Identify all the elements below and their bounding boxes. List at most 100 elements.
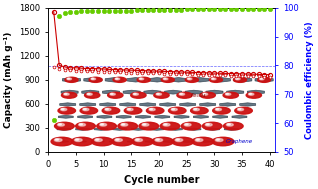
Polygon shape xyxy=(57,128,71,130)
Ellipse shape xyxy=(188,78,190,79)
Ellipse shape xyxy=(87,93,92,95)
Polygon shape xyxy=(200,103,216,106)
Polygon shape xyxy=(255,77,273,82)
Ellipse shape xyxy=(172,109,175,110)
Ellipse shape xyxy=(146,107,164,114)
Polygon shape xyxy=(212,77,231,82)
Ellipse shape xyxy=(179,93,184,95)
Ellipse shape xyxy=(140,78,142,79)
Ellipse shape xyxy=(187,78,192,80)
Polygon shape xyxy=(100,103,116,106)
Ellipse shape xyxy=(61,109,64,110)
Ellipse shape xyxy=(74,139,82,142)
Ellipse shape xyxy=(67,78,72,80)
Polygon shape xyxy=(145,141,158,142)
Ellipse shape xyxy=(157,93,159,94)
Ellipse shape xyxy=(96,139,99,140)
Ellipse shape xyxy=(65,93,67,94)
Ellipse shape xyxy=(202,122,222,130)
Ellipse shape xyxy=(139,78,144,80)
Ellipse shape xyxy=(76,122,95,130)
X-axis label: Cycle number: Cycle number xyxy=(124,175,199,185)
Ellipse shape xyxy=(115,139,122,142)
Polygon shape xyxy=(84,77,102,82)
Ellipse shape xyxy=(209,77,223,82)
Ellipse shape xyxy=(205,123,212,126)
Ellipse shape xyxy=(79,123,86,126)
Ellipse shape xyxy=(149,108,155,111)
Ellipse shape xyxy=(163,123,170,126)
Ellipse shape xyxy=(122,124,125,125)
Ellipse shape xyxy=(223,92,238,98)
Ellipse shape xyxy=(224,122,243,130)
Ellipse shape xyxy=(152,137,174,146)
Polygon shape xyxy=(78,115,93,118)
Ellipse shape xyxy=(58,107,75,114)
Ellipse shape xyxy=(194,109,197,110)
Ellipse shape xyxy=(55,122,74,130)
Ellipse shape xyxy=(80,107,98,114)
Polygon shape xyxy=(58,115,73,118)
Polygon shape xyxy=(185,90,202,94)
Ellipse shape xyxy=(171,108,177,111)
Ellipse shape xyxy=(181,122,201,130)
Ellipse shape xyxy=(150,109,153,110)
Polygon shape xyxy=(109,141,122,142)
Polygon shape xyxy=(247,90,265,94)
Ellipse shape xyxy=(180,93,182,94)
Ellipse shape xyxy=(238,109,241,110)
Ellipse shape xyxy=(134,93,136,94)
Ellipse shape xyxy=(226,93,228,94)
Polygon shape xyxy=(240,103,256,106)
Ellipse shape xyxy=(215,139,223,142)
Ellipse shape xyxy=(58,123,64,126)
Ellipse shape xyxy=(92,78,93,79)
Ellipse shape xyxy=(85,92,100,98)
Ellipse shape xyxy=(196,139,200,140)
Ellipse shape xyxy=(64,93,69,95)
Polygon shape xyxy=(227,90,244,94)
Polygon shape xyxy=(94,128,108,130)
Ellipse shape xyxy=(164,78,166,79)
Ellipse shape xyxy=(212,137,234,146)
Ellipse shape xyxy=(83,108,89,111)
Text: Fe₃O₄: Fe₃O₄ xyxy=(191,93,207,98)
Ellipse shape xyxy=(88,93,90,94)
Polygon shape xyxy=(160,103,176,106)
Ellipse shape xyxy=(156,139,159,140)
Ellipse shape xyxy=(235,78,240,80)
Ellipse shape xyxy=(102,107,120,114)
Polygon shape xyxy=(155,115,170,118)
Polygon shape xyxy=(123,90,140,94)
Ellipse shape xyxy=(192,137,214,146)
Ellipse shape xyxy=(136,139,139,140)
Ellipse shape xyxy=(51,137,73,146)
Ellipse shape xyxy=(202,93,208,95)
Ellipse shape xyxy=(113,77,126,82)
Polygon shape xyxy=(105,77,123,82)
Ellipse shape xyxy=(163,78,168,80)
Polygon shape xyxy=(169,128,182,130)
Ellipse shape xyxy=(135,139,142,142)
Ellipse shape xyxy=(172,137,194,146)
Ellipse shape xyxy=(216,109,219,110)
Ellipse shape xyxy=(128,109,130,110)
Ellipse shape xyxy=(206,124,209,125)
Ellipse shape xyxy=(259,78,264,80)
Ellipse shape xyxy=(176,139,179,140)
Ellipse shape xyxy=(260,78,262,79)
Ellipse shape xyxy=(84,109,86,110)
Ellipse shape xyxy=(139,122,159,130)
Ellipse shape xyxy=(100,123,107,126)
Ellipse shape xyxy=(161,77,174,82)
Polygon shape xyxy=(224,128,238,130)
Ellipse shape xyxy=(184,123,191,126)
Y-axis label: Capacity (mAh g⁻¹): Capacity (mAh g⁻¹) xyxy=(4,32,13,128)
Ellipse shape xyxy=(121,123,128,126)
Ellipse shape xyxy=(127,108,133,111)
Ellipse shape xyxy=(238,108,244,111)
Polygon shape xyxy=(80,103,96,106)
Polygon shape xyxy=(140,103,156,106)
Polygon shape xyxy=(213,115,228,118)
Ellipse shape xyxy=(227,124,230,125)
